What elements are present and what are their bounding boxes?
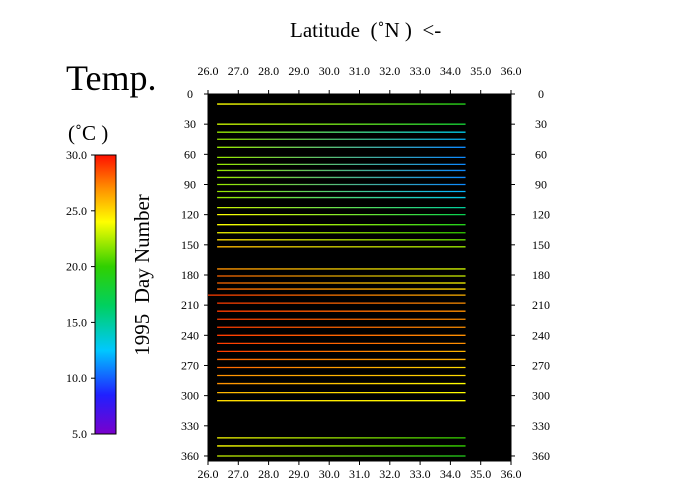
y-tick-label-right: 150: [532, 238, 550, 252]
y-tick-label-left: 180: [181, 268, 199, 282]
colorbar-tick-label: 15.0: [66, 315, 87, 329]
colorbar-tick-label: 25.0: [66, 204, 87, 218]
x-tick-label-top: 26.0: [198, 64, 219, 78]
x-tick-label-bottom: 36.0: [501, 467, 522, 481]
transect-lines: [208, 103, 466, 457]
y-tick-label-right: 210: [532, 298, 550, 312]
y-tick-label-right: 270: [532, 358, 550, 372]
y-tick-label-right: 90: [535, 177, 547, 191]
y-tick-label-right: 30: [535, 117, 547, 131]
x-tick-label-bottom: 30.0: [319, 467, 340, 481]
x-tick-label-top: 32.0: [379, 64, 400, 78]
colorbar-unit-label: (˚C ): [68, 121, 109, 145]
y-tick-label-left: 240: [181, 328, 199, 342]
x-tick-label-bottom: 33.0: [410, 467, 431, 481]
x-tick-label-top: 31.0: [349, 64, 370, 78]
y-tick-label-left: 150: [181, 238, 199, 252]
x-axis-title: Latitude (˚N ) <-: [290, 18, 442, 42]
y-tick-label-left: 300: [181, 389, 199, 403]
x-tick-label-bottom: 28.0: [258, 467, 279, 481]
x-tick-label-top: 27.0: [228, 64, 249, 78]
x-tick-label-top: 34.0: [440, 64, 461, 78]
y-axis-ticks: 0 0 30 30 60 60 90 90 120 120 150 150 180 180 210 210 24…: [181, 87, 550, 463]
colorbar-tick-label: 20.0: [66, 260, 87, 274]
x-tick-label-bottom: 26.0: [198, 467, 219, 481]
colorbar: [94, 154, 117, 435]
y-tick-label-right: 120: [532, 208, 550, 222]
x-tick-label-bottom: 35.0: [470, 467, 491, 481]
chart-title: Temp.: [66, 58, 157, 98]
y-tick-label-left: 330: [181, 419, 199, 433]
colorbar-tick-label: 5.0: [72, 427, 87, 441]
y-tick-label-left: 0: [187, 87, 193, 101]
x-tick-label-bottom: 32.0: [379, 467, 400, 481]
x-tick-label-top: 33.0: [410, 64, 431, 78]
x-tick-label-bottom: 27.0: [228, 467, 249, 481]
y-tick-label-right: 180: [532, 268, 550, 282]
y-tick-label-right: 300: [532, 389, 550, 403]
y-tick-label-left: 270: [181, 358, 199, 372]
y-tick-label-left: 360: [181, 449, 199, 463]
y-tick-label-right: 360: [532, 449, 550, 463]
colorbar-tick-label: 10.0: [66, 371, 87, 385]
colorbar-ticks: 30.0 25.0 20.0 15.0 10.0 5.0: [66, 148, 95, 441]
plot-area: [207, 93, 512, 462]
x-tick-label-bottom: 31.0: [349, 467, 370, 481]
y-tick-label-left: 60: [184, 147, 196, 161]
y-tick-label-left: 210: [181, 298, 199, 312]
x-tick-label-top: 28.0: [258, 64, 279, 78]
y-tick-label-right: 0: [538, 87, 544, 101]
x-tick-label-bottom: 34.0: [440, 467, 461, 481]
x-tick-label-bottom: 29.0: [288, 467, 309, 481]
x-tick-label-top: 30.0: [319, 64, 340, 78]
x-tick-label-top: 35.0: [470, 64, 491, 78]
colorbar-tick-label: 30.0: [66, 148, 87, 162]
y-tick-label-right: 240: [532, 328, 550, 342]
y-tick-label-left: 90: [184, 177, 196, 191]
x-tick-label-top: 29.0: [288, 64, 309, 78]
y-tick-label-left: 120: [181, 208, 199, 222]
y-tick-label-right: 330: [532, 419, 550, 433]
y-tick-label-right: 60: [535, 147, 547, 161]
x-tick-label-top: 36.0: [501, 64, 522, 78]
y-tick-label-left: 30: [184, 117, 196, 131]
x-axis-ticks: 26.0 26.0 27.0 27.0 28.0 28.0 29.0 29.0 30.0 30.0…: [198, 64, 522, 481]
